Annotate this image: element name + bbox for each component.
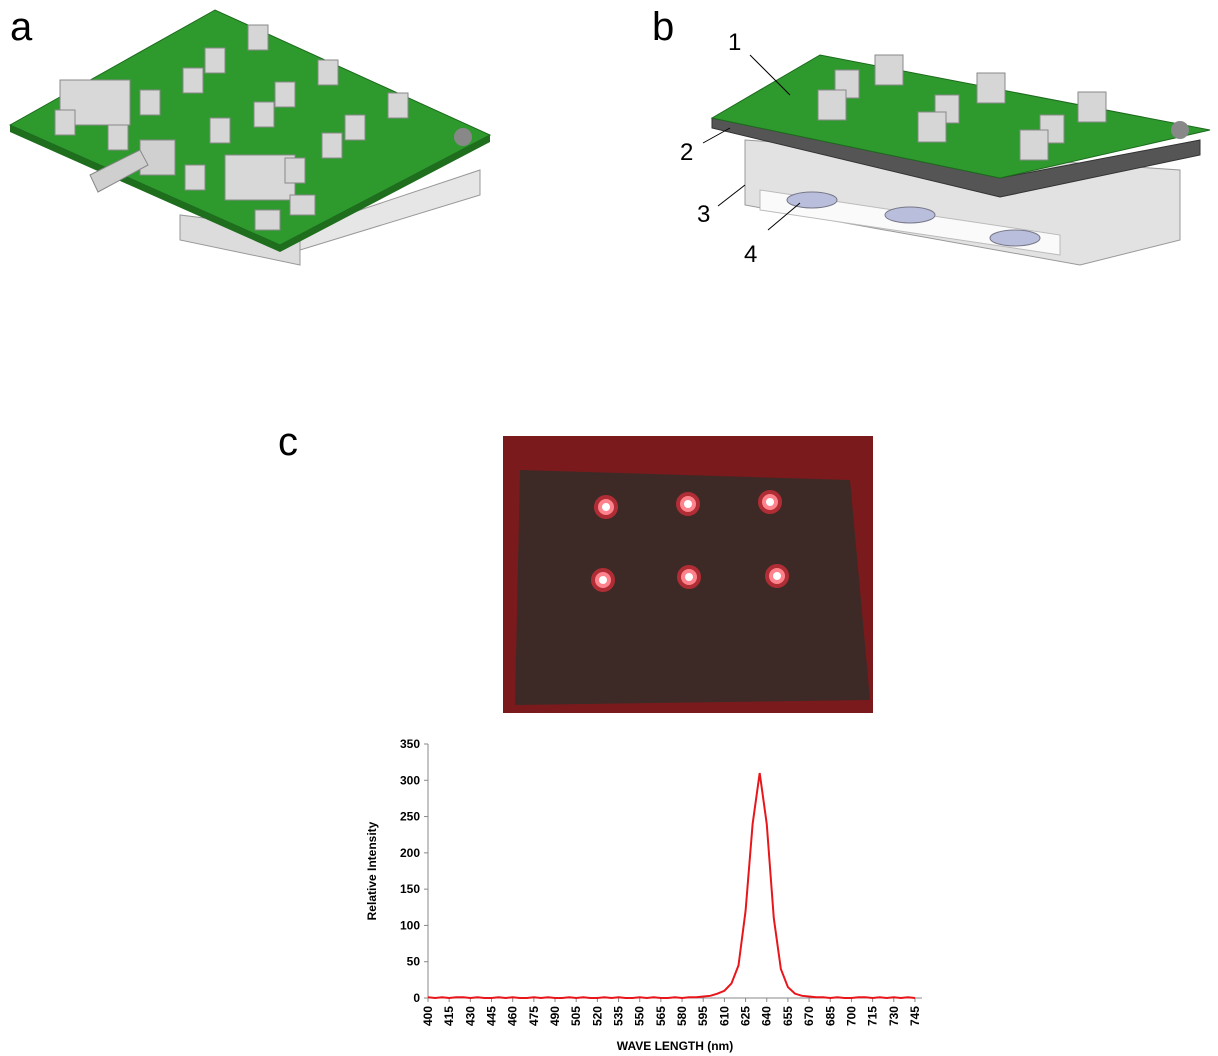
x-tick-label: 505 [569, 1006, 583, 1026]
panel-label: a [10, 5, 33, 49]
x-tick-label: 430 [463, 1006, 477, 1026]
y-tick-label: 50 [407, 955, 421, 969]
y-tick-label: 0 [413, 991, 420, 1005]
spectrum-line [428, 773, 915, 998]
x-tick-label: 550 [633, 1006, 647, 1026]
y-axis-label: Relative Intensity [365, 821, 379, 920]
x-tick-label: 625 [739, 1006, 753, 1026]
y-tick-label: 200 [400, 846, 420, 860]
x-tick-label: 700 [844, 1006, 858, 1026]
x-tick-label: 685 [823, 1006, 837, 1026]
y-tick-label: 150 [400, 882, 420, 896]
x-tick-label: 475 [527, 1006, 541, 1026]
callout: 1 [728, 29, 741, 56]
x-tick-label: 490 [548, 1006, 562, 1026]
pcb-render-b [703, 55, 1210, 265]
x-tick-label: 565 [654, 1006, 668, 1026]
led-photo [503, 436, 873, 713]
x-tick-label: 610 [717, 1006, 731, 1026]
x-tick-label: 580 [675, 1006, 689, 1026]
spectrum-chart: 0 50 100 150 200 250 300 350 400 415 430 445 460 475 4… [365, 737, 922, 1053]
y-tick-label: 350 [400, 737, 420, 751]
x-tick-label: 745 [908, 1006, 922, 1026]
y-tick-label: 250 [400, 810, 420, 824]
panel-label: c [278, 420, 298, 464]
callout: 2 [680, 139, 693, 166]
panel-label: b [652, 5, 674, 49]
callout: 3 [697, 201, 710, 228]
x-tick-label: 730 [887, 1006, 901, 1026]
x-tick-label: 460 [506, 1006, 520, 1026]
x-tick-label: 400 [421, 1006, 435, 1026]
x-tick-label: 640 [760, 1006, 774, 1026]
figure-canvas: a b c 1 2 3 4 0 50 100 150 200 250 300 350 400 41… [0, 0, 1218, 1056]
x-tick-label: 535 [612, 1006, 626, 1026]
x-tick-label: 445 [485, 1006, 499, 1026]
x-tick-label: 655 [781, 1006, 795, 1026]
y-tick-label: 300 [400, 773, 420, 787]
x-tick-label: 520 [590, 1006, 604, 1026]
x-tick-label: 715 [866, 1006, 880, 1026]
x-tick-label: 415 [442, 1006, 456, 1026]
x-tick-label: 595 [696, 1006, 710, 1026]
y-tick-label: 100 [400, 918, 420, 932]
callout: 4 [744, 241, 757, 268]
pcb-render-a [10, 10, 490, 265]
figure: a b c 1 2 3 4 0 50 100 150 200 250 300 350 400 41… [0, 0, 1218, 1056]
x-tick-label: 670 [802, 1006, 816, 1026]
x-axis-label: WAVE LENGTH (nm) [617, 1039, 733, 1053]
